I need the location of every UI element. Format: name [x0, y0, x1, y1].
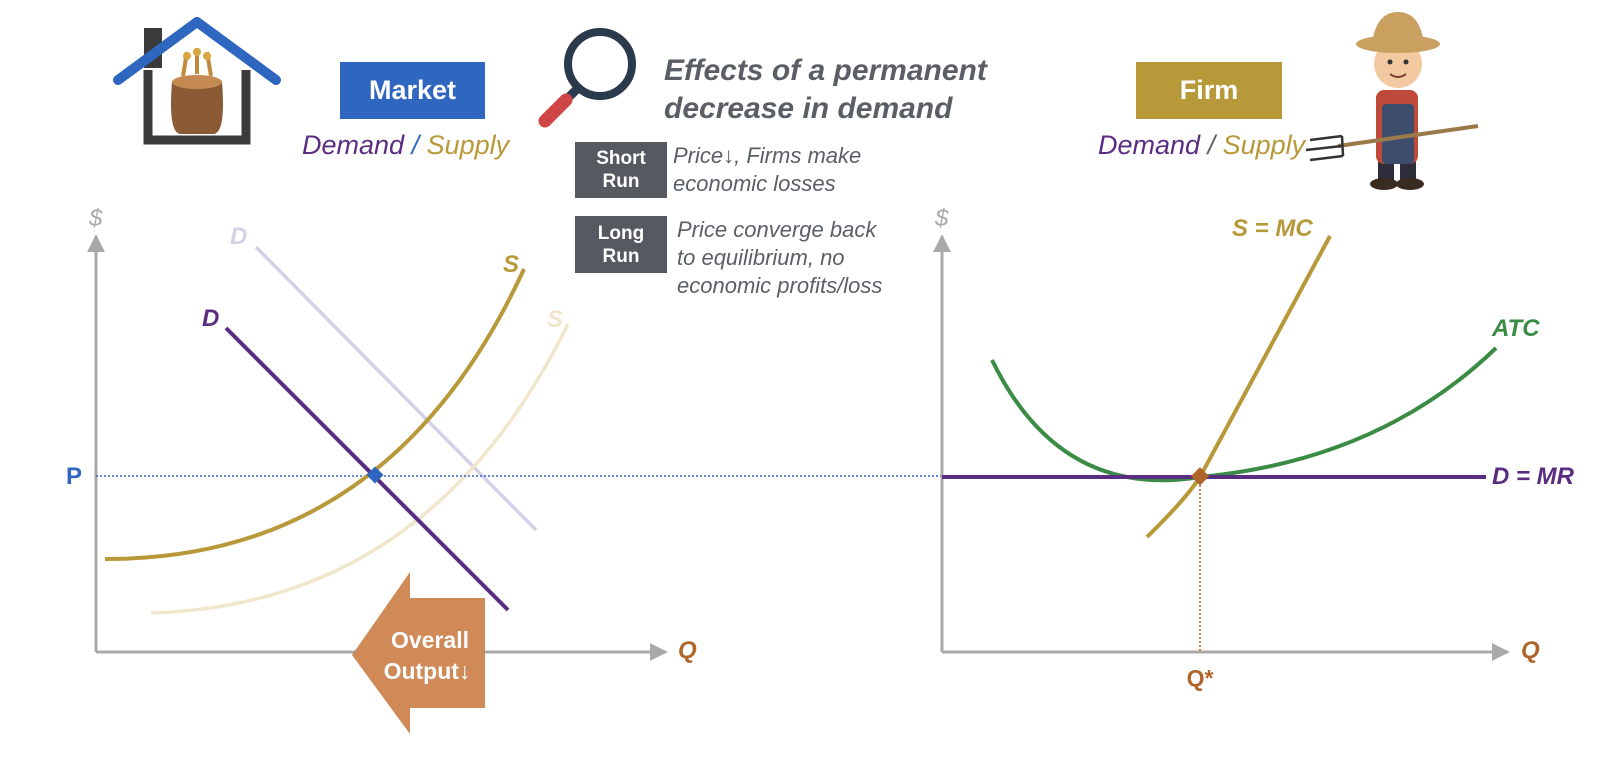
old-demand-label: D — [230, 223, 247, 250]
market-demand-supply: Demand / Supply — [302, 130, 509, 161]
market-graph: $ Q Overall Output↓ D S P S D — [66, 205, 942, 734]
market-equilibrium-point — [366, 466, 384, 484]
firm-supply-text: Supply — [1222, 130, 1306, 160]
q-star-label: Q* — [1187, 665, 1214, 691]
overall-output-line2: Output↓ — [384, 658, 471, 684]
new-demand-label: D — [202, 305, 219, 332]
firm-x-axis-label: Q — [1521, 637, 1540, 664]
overall-output-arrow — [352, 572, 485, 734]
market-supply-text: Supply — [426, 130, 510, 160]
mc-curve — [1145, 235, 1332, 539]
long-run-tag-line1: Long — [597, 222, 645, 244]
farmer-icon — [1305, 12, 1479, 190]
firm-badge: Firm — [1136, 62, 1282, 119]
atc-curve — [990, 346, 1498, 483]
old-demand-curve — [254, 245, 538, 532]
price-label: P — [66, 463, 82, 490]
long-run-tag: Long Run — [575, 216, 667, 273]
overall-output-line1: Overall — [391, 627, 469, 653]
market-slash: / — [411, 130, 420, 160]
magnifier-icon — [538, 28, 636, 128]
mc-label: S = MC — [1232, 215, 1313, 242]
title-line2: decrease in demand — [664, 92, 953, 125]
new-demand-curve — [224, 326, 510, 612]
short-run-text-line1: Price↓, Firms make — [673, 143, 862, 168]
short-run-text-line2: economic losses — [673, 171, 836, 196]
firm-badge-label: Firm — [1179, 75, 1239, 105]
short-run-tag-line1: Short — [596, 148, 646, 169]
long-run-tag-line2: Run — [602, 245, 640, 267]
supply-curve — [104, 268, 526, 562]
new-supply-label: S — [547, 306, 563, 333]
long-run-text: Price converge back to equilibrium, no e… — [677, 216, 882, 300]
short-run-tag: Short Run — [575, 142, 667, 198]
firm-slash: / — [1207, 130, 1216, 160]
house-grain-icon — [113, 17, 281, 145]
supply-label: S — [503, 251, 519, 278]
market-badge-label: Market — [368, 75, 457, 105]
firm-equilibrium-point — [1190, 467, 1210, 486]
firm-y-axis-label: $ — [934, 205, 949, 232]
market-y-axis-label: $ — [88, 205, 103, 232]
new-supply-curve — [150, 323, 570, 615]
firm-demand-text: Demand — [1098, 130, 1201, 160]
page-title: Effects of a permanent decrease in deman… — [664, 52, 987, 128]
market-badge: Market — [340, 62, 485, 119]
firm-graph: $ Q S = MC ATC D = MR Q* — [933, 205, 1575, 691]
long-run-text-line3: economic profits/loss — [677, 273, 883, 298]
market-x-axis-label: Q — [678, 637, 697, 664]
market-demand-text: Demand — [302, 130, 405, 160]
long-run-text-line2: to equilibrium, no — [677, 245, 845, 270]
long-run-text-line1: Price converge back — [677, 217, 877, 242]
title-line1: Effects of a permanent — [664, 54, 987, 87]
firm-demand-supply: Demand / Supply — [1098, 130, 1305, 161]
short-run-text: Price↓, Firms make economic losses — [673, 142, 861, 198]
short-run-tag-line2: Run — [602, 171, 640, 192]
atc-label: ATC — [1491, 315, 1540, 342]
dmr-label: D = MR — [1492, 463, 1575, 490]
